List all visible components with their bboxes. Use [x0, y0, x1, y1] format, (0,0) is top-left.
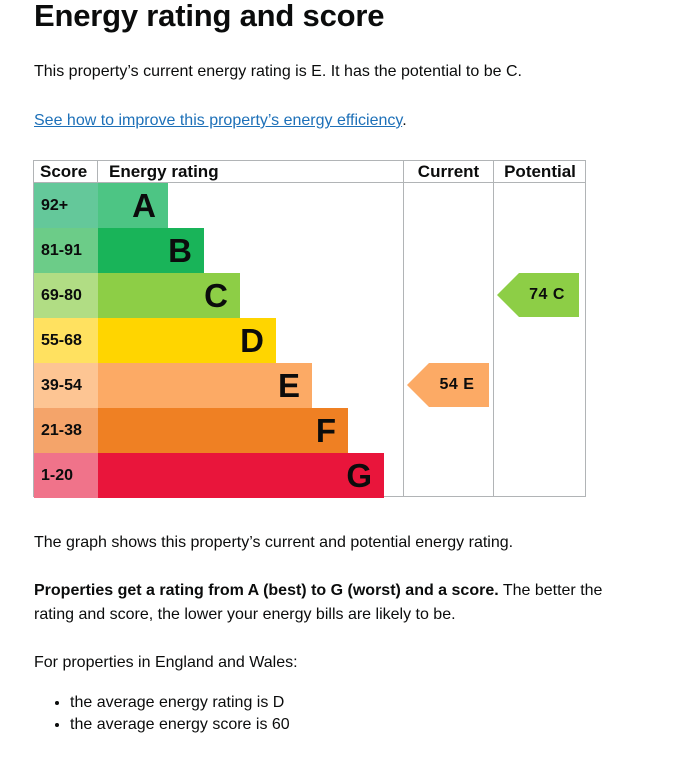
- band-bar: E: [98, 363, 312, 408]
- improve-link-suffix: .: [402, 112, 407, 129]
- band-bar: B: [98, 228, 204, 273]
- band-score-range: 21-38: [34, 408, 98, 453]
- energy-rating-column-header: Energy rating: [98, 161, 403, 183]
- band-score-range: 69-80: [34, 273, 98, 318]
- graph-description: The graph shows this property’s current …: [34, 534, 514, 551]
- current-rating-arrow: 54 E: [407, 363, 489, 407]
- rating-explanation-text: The better the rating and score, the low…: [34, 582, 603, 623]
- list-item: the average energy score is 60: [70, 714, 290, 736]
- rating-intro: This property’s current energy rating is…: [34, 63, 522, 80]
- averages-list: the average energy rating is D the avera…: [34, 692, 290, 736]
- rating-explanation: Properties get a rating from A (best) to…: [34, 579, 614, 627]
- potential-column-header: Potential: [493, 161, 586, 183]
- current-column-header: Current: [403, 161, 493, 183]
- band-bar: G: [98, 453, 384, 498]
- band-bar: A: [98, 183, 168, 228]
- band-score-range: 39-54: [34, 363, 98, 408]
- regional-averages-heading: For properties in England and Wales:: [34, 654, 298, 671]
- potential-rating-arrow: 74 C: [497, 273, 579, 317]
- current-column-divider: [403, 161, 404, 496]
- improve-paragraph: See how to improve this property’s energ…: [34, 109, 407, 133]
- list-item: the average energy rating is D: [70, 692, 290, 714]
- band-score-range: 81-91: [34, 228, 98, 273]
- band-bar: C: [98, 273, 240, 318]
- potential-column-divider: [493, 161, 494, 496]
- band-score-range: 1-20: [34, 453, 98, 498]
- band-bar: F: [98, 408, 348, 453]
- score-column-header: Score: [34, 161, 98, 183]
- page-title: Energy rating and score: [34, 0, 385, 33]
- band-bar: D: [98, 318, 276, 363]
- band-score-range: 55-68: [34, 318, 98, 363]
- energy-rating-chart: Score Energy rating Current Potential 92…: [33, 160, 586, 498]
- band-score-range: 92+: [34, 183, 98, 228]
- rating-explanation-bold: Properties get a rating from A (best) to…: [34, 582, 499, 599]
- improve-efficiency-link[interactable]: See how to improve this property’s energ…: [34, 112, 403, 129]
